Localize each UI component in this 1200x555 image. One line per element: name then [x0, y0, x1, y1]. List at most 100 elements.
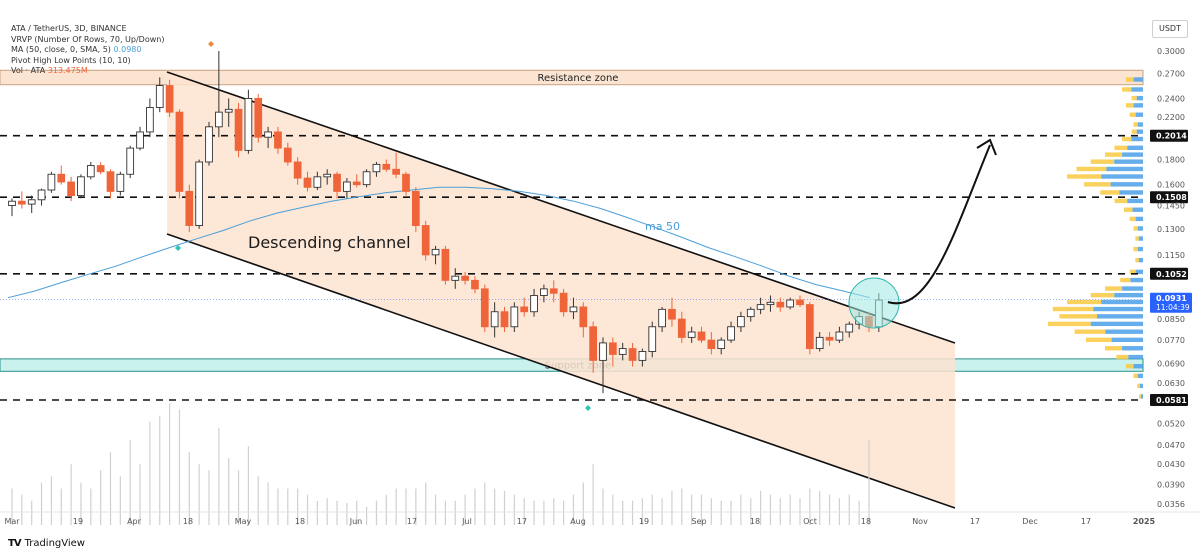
- volume-profile-up: [1131, 136, 1143, 142]
- volume-profile-down: [1125, 364, 1134, 369]
- volume-profile-up: [1133, 77, 1143, 82]
- volume-bar: [769, 494, 772, 525]
- volume-bar: [198, 464, 200, 525]
- volume-profile-down: [1137, 383, 1140, 389]
- candle: [96, 161, 105, 175]
- volume-profile-up: [1135, 269, 1143, 275]
- price-tick-label: 0.2700: [1157, 69, 1185, 78]
- candle-body: [234, 108, 243, 151]
- candles-layer[interactable]: [8, 51, 883, 394]
- volume-profile-up: [1119, 190, 1143, 195]
- volume-bar: [178, 409, 181, 525]
- time-tick-label: 19: [639, 517, 649, 526]
- volume-profile-up: [1090, 321, 1143, 327]
- candle-body: [835, 331, 844, 341]
- last-price-tag: [1150, 292, 1192, 313]
- level-price-label: 0.0581: [1156, 396, 1187, 405]
- candle-body: [333, 173, 341, 192]
- volume-profile-up: [1114, 159, 1143, 164]
- volume-bar: [464, 494, 466, 525]
- volume-profile-up: [1137, 122, 1143, 127]
- ma50-label: ma 50: [645, 220, 680, 233]
- legend-ma[interactable]: MA (50, close, 0, SMA, 5) 0.0980: [11, 45, 164, 56]
- volume-profile-down: [1129, 216, 1136, 222]
- volume-profile-down: [1114, 198, 1128, 204]
- candle-body: [786, 299, 795, 308]
- candle: [126, 145, 135, 179]
- candle-body: [421, 225, 430, 256]
- price-tick-label: 0.0630: [1157, 379, 1185, 388]
- candle: [845, 321, 854, 338]
- candle: [441, 245, 450, 285]
- candle-body: [737, 316, 745, 328]
- channel-upper-line: [166, 71, 956, 344]
- volume-bar: [109, 452, 112, 525]
- candle: [599, 337, 607, 394]
- volume-bar: [366, 506, 368, 525]
- volume-bar: [169, 403, 171, 525]
- level-price-tag: [1150, 191, 1188, 204]
- volume-bar: [651, 494, 653, 525]
- candle: [195, 159, 204, 229]
- candle-body: [313, 176, 322, 188]
- candle: [264, 126, 272, 149]
- volume-bar: [868, 439, 870, 525]
- volume-profile-down: [1133, 373, 1138, 379]
- time-tick-label: 17: [1081, 517, 1091, 526]
- legend-vrvp[interactable]: VRVP (Number Of Rows, 70, Up/Down): [11, 34, 165, 44]
- time-tick-label: 17: [517, 517, 527, 526]
- currency-button[interactable]: USDT: [1152, 20, 1188, 38]
- volume-profile-down: [1114, 145, 1128, 151]
- candle: [746, 306, 755, 322]
- volume-profile-up: [1127, 145, 1143, 151]
- time-tick-label: 17: [407, 517, 417, 526]
- candle: [766, 295, 775, 312]
- legend-symbol[interactable]: ATA / TetherUS, 3D, BINANCE: [11, 24, 127, 33]
- candle: [628, 342, 637, 367]
- candle: [461, 272, 469, 285]
- level-price-tag: [1150, 267, 1188, 280]
- candle: [18, 191, 26, 209]
- volume-profile-down: [1139, 394, 1141, 399]
- candle: [47, 171, 56, 193]
- time-tick-label: Nov: [912, 517, 928, 526]
- time-tick-label: Sep: [691, 517, 706, 526]
- candle: [431, 245, 440, 265]
- legend-pivot[interactable]: Pivot High Low Points (10, 10): [11, 55, 131, 65]
- volume-bar: [70, 464, 72, 525]
- volume-profile-down: [1067, 174, 1102, 179]
- candle: [737, 311, 745, 332]
- price-tick-label: 0.0470: [1157, 441, 1185, 450]
- time-tick-label: 19: [73, 517, 83, 526]
- countdown-label: 11:04:39: [1156, 303, 1190, 312]
- candle-body: [126, 147, 135, 175]
- volume-profile-down: [1135, 236, 1139, 241]
- volume-bar: [395, 488, 397, 525]
- volume-profile-down: [1131, 95, 1137, 101]
- candle-body: [471, 279, 479, 290]
- volume-profile-up: [1138, 236, 1143, 241]
- volume-profile-down: [1086, 337, 1112, 343]
- volume-bar: [671, 490, 673, 525]
- candle: [303, 171, 312, 192]
- candle: [116, 171, 125, 196]
- candle-body: [116, 173, 125, 192]
- time-tick-label: 18: [861, 517, 871, 526]
- volume-profile-up: [1131, 87, 1143, 92]
- time-tick-label: 2025: [1133, 517, 1156, 526]
- volume-profile-up: [1122, 346, 1143, 351]
- candle: [86, 161, 95, 180]
- candle-body: [461, 275, 469, 281]
- volume-bar: [474, 488, 476, 525]
- volume-bar: [582, 482, 584, 525]
- legend-vol-value: 313.475M: [47, 66, 88, 76]
- time-tick-label: 18: [295, 517, 305, 526]
- candle: [27, 195, 36, 214]
- candle-body: [254, 97, 263, 138]
- volume-profile-down: [1090, 159, 1115, 164]
- candle-body: [806, 304, 814, 350]
- channel-label: Descending channel: [248, 233, 411, 252]
- candle-body: [18, 200, 26, 205]
- legend-vol[interactable]: Vol · ATA 313.475M: [11, 66, 164, 77]
